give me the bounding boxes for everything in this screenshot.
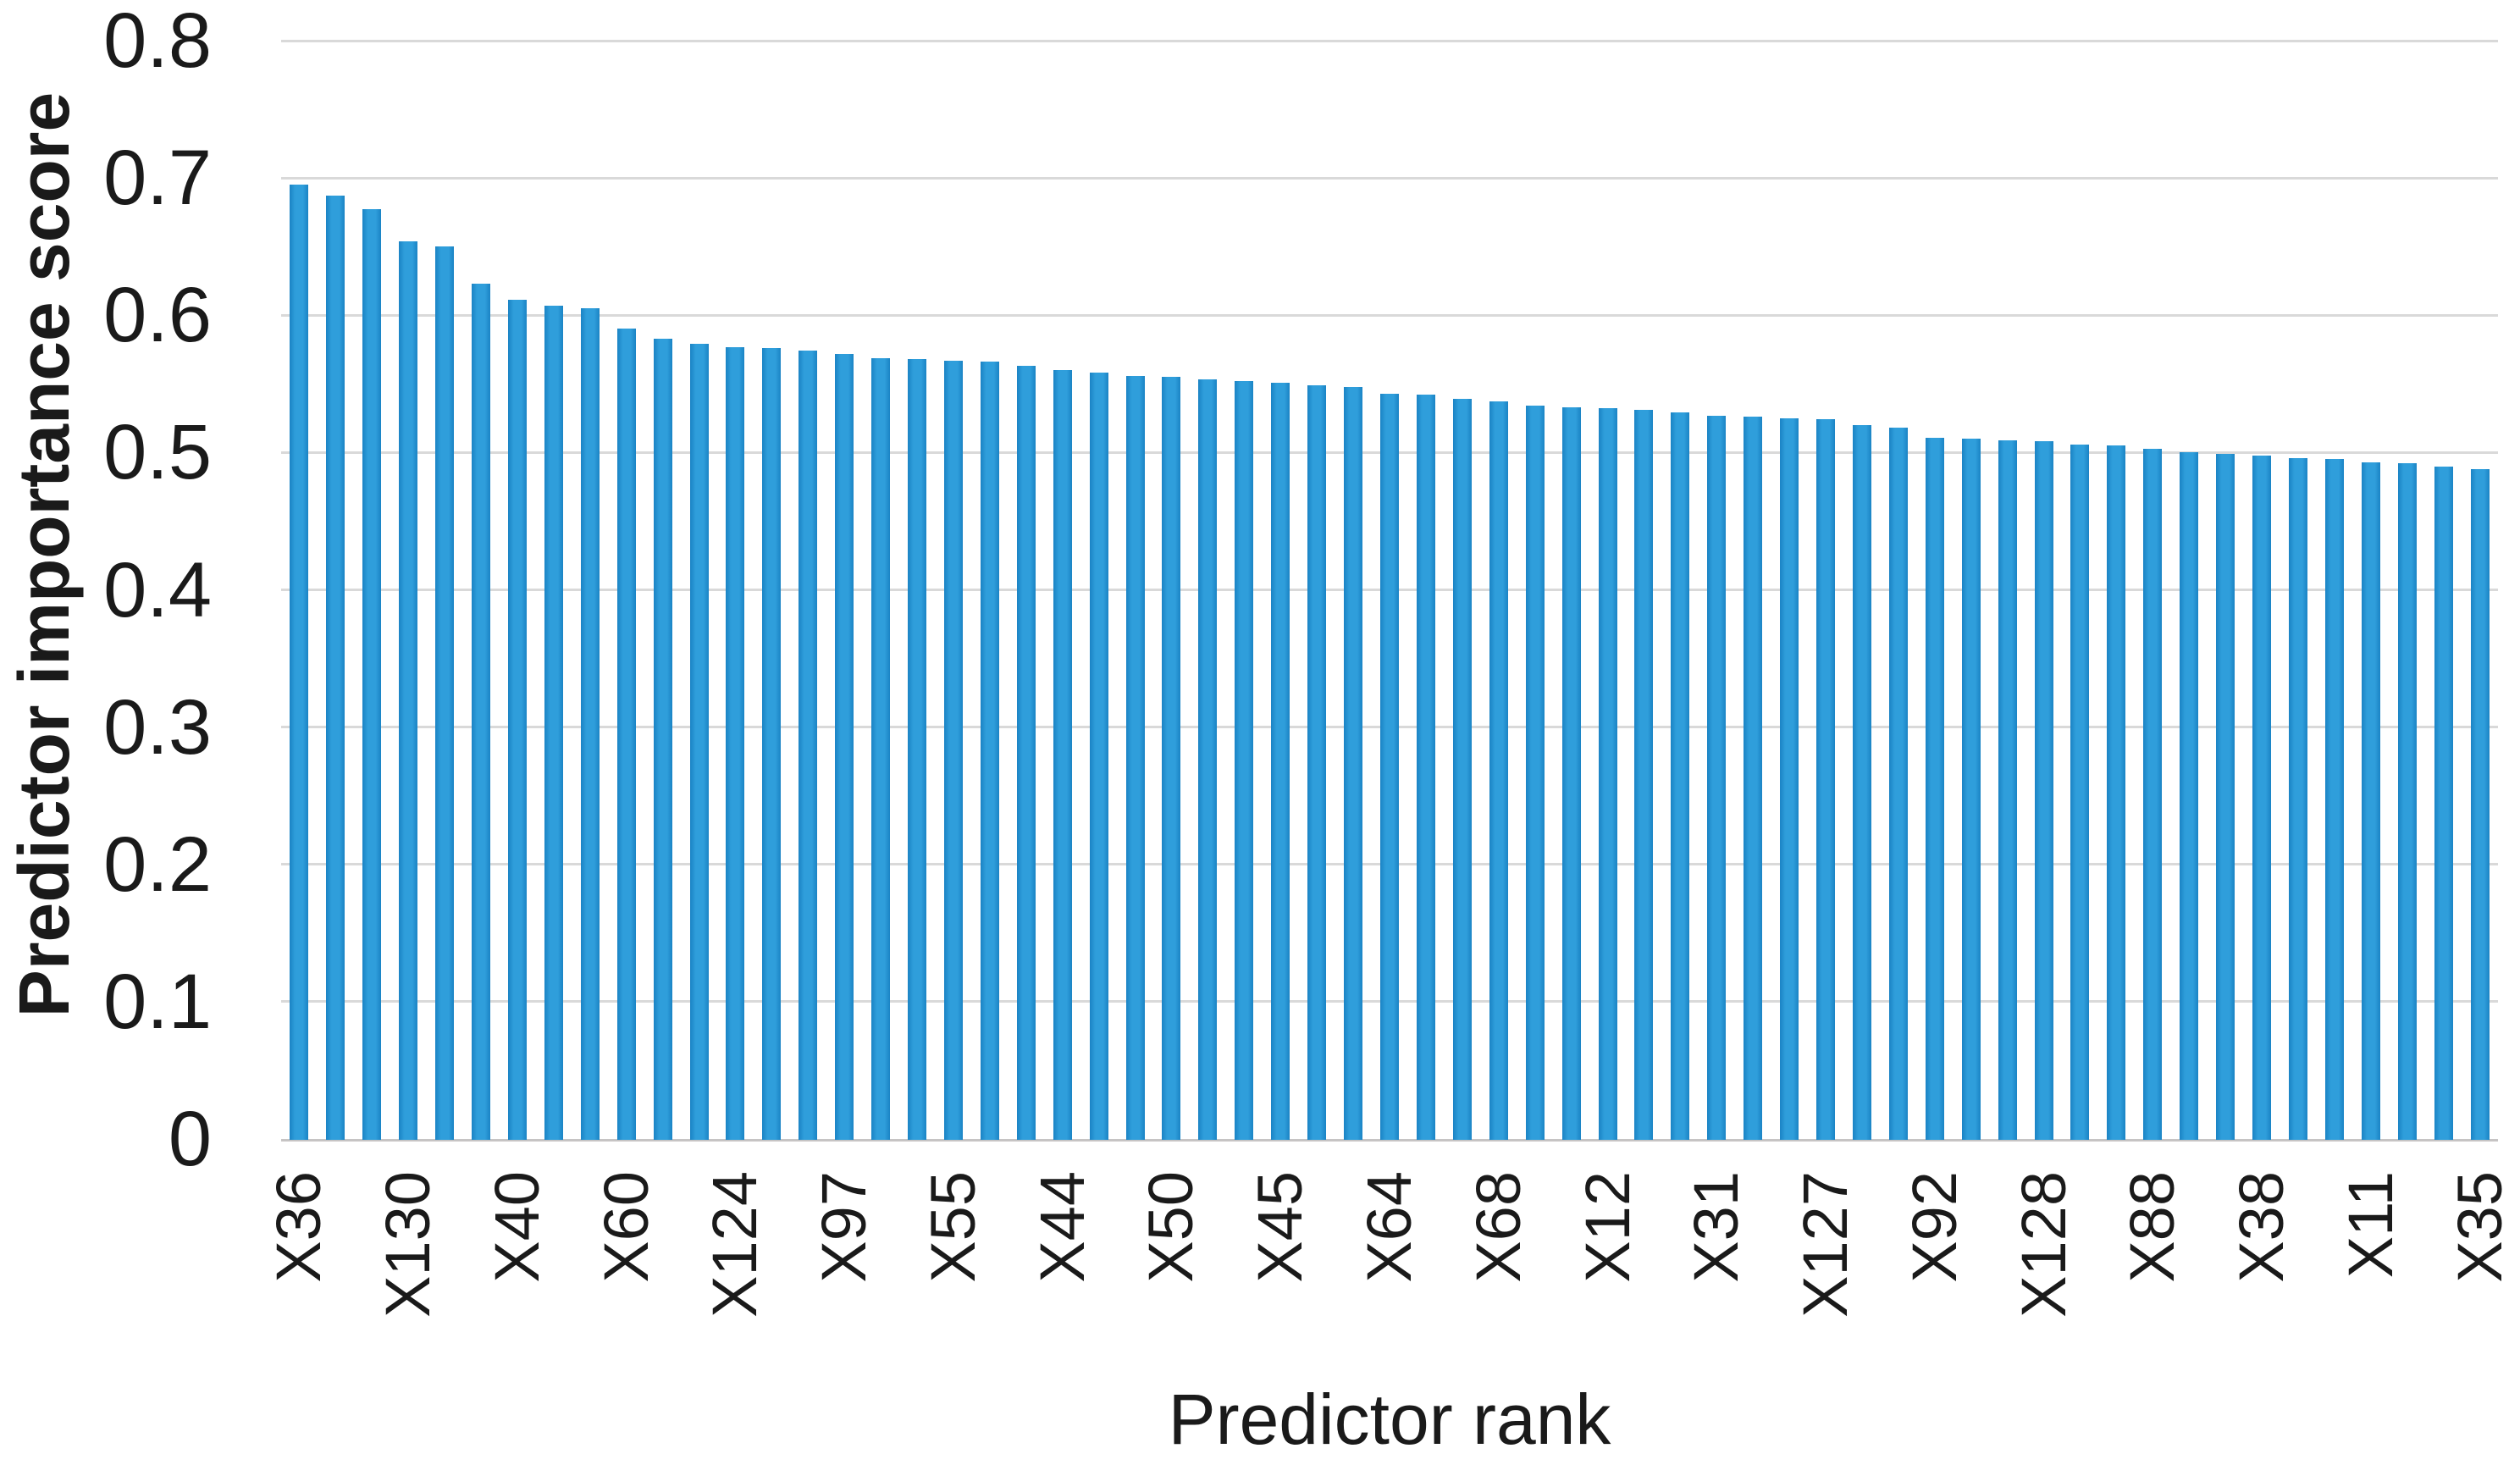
x-tick-label: X127 (1790, 1171, 1860, 1318)
bar (1744, 417, 1762, 1140)
x-tick-label: X40 (482, 1171, 552, 1283)
x-tick-label: X97 (809, 1171, 879, 1283)
y-tick-label: 0.2 (103, 821, 212, 908)
bar (944, 361, 963, 1140)
x-tick-label: X36 (263, 1171, 334, 1283)
bar (908, 359, 926, 1140)
bar (1926, 438, 1944, 1140)
x-tick-label: X88 (2117, 1171, 2187, 1283)
x-tick-label: X128 (2009, 1171, 2079, 1318)
bar (726, 347, 744, 1140)
bar (2289, 458, 2307, 1140)
bar (2362, 462, 2380, 1140)
bar (1198, 379, 1217, 1140)
y-tick-label: 0.4 (103, 547, 212, 633)
x-axis-line (281, 1139, 2498, 1142)
x-tick-label: X50 (1136, 1171, 1206, 1283)
bar (2471, 469, 2490, 1140)
bar (2143, 449, 2162, 1140)
x-tick-label: X68 (1463, 1171, 1534, 1283)
bar (581, 308, 600, 1140)
bar (2035, 441, 2053, 1140)
bar (1126, 376, 1145, 1140)
bar (1780, 418, 1799, 1140)
bar (1417, 395, 1435, 1140)
bar (1599, 408, 1617, 1140)
bar (1235, 381, 1253, 1140)
bar (2107, 445, 2125, 1140)
bar (1998, 440, 2017, 1140)
bar (290, 185, 308, 1140)
bar (2434, 467, 2453, 1140)
bar (1017, 366, 1036, 1140)
bar (981, 362, 999, 1140)
bar (1671, 412, 1689, 1140)
x-tick-label: X44 (1027, 1171, 1097, 1283)
x-tick-label: X60 (591, 1171, 661, 1283)
x-tick-label: X92 (1899, 1171, 1970, 1283)
bar (399, 241, 417, 1140)
grid-line (281, 177, 2498, 180)
x-tick-label: X124 (699, 1171, 770, 1318)
y-tick-label: 0.5 (103, 409, 212, 495)
bar (1271, 383, 1290, 1140)
y-tick-label: 0.6 (103, 272, 212, 358)
y-tick-label: 0.8 (103, 0, 212, 84)
bar (2252, 456, 2271, 1140)
bar (1453, 399, 1472, 1140)
bar (1962, 439, 1981, 1140)
x-tick-label: X35 (2445, 1171, 2515, 1283)
y-tick-label: 0 (168, 1096, 212, 1182)
bar (1816, 419, 1835, 1140)
bar (2180, 452, 2198, 1140)
y-tick-label: 0.7 (103, 135, 212, 221)
x-tick-label: X45 (1245, 1171, 1315, 1283)
bar (472, 284, 490, 1140)
bar (508, 300, 527, 1140)
bar (835, 354, 854, 1140)
bar (2070, 445, 2089, 1140)
bar (362, 209, 381, 1140)
x-tick-label: X130 (373, 1171, 443, 1318)
bar (1707, 416, 1726, 1140)
bar (1162, 377, 1180, 1140)
bar (326, 196, 345, 1140)
x-tick-label: X12 (1572, 1171, 1643, 1283)
bar (1489, 401, 1508, 1140)
bar (1344, 387, 1362, 1140)
bar (2216, 454, 2235, 1140)
bar (435, 246, 454, 1140)
bar (2325, 459, 2344, 1140)
bar (2398, 463, 2417, 1140)
grid-line (281, 314, 2498, 317)
bar (544, 306, 563, 1140)
grid-line (281, 40, 2498, 42)
x-tick-label: X31 (1681, 1171, 1751, 1283)
y-tick-label: 0.1 (103, 959, 212, 1045)
bar (1307, 385, 1326, 1140)
bar (1380, 394, 1399, 1140)
bar (1526, 406, 1545, 1140)
bar (617, 329, 636, 1140)
bar (690, 344, 709, 1140)
bar (1634, 410, 1653, 1140)
bar (1053, 370, 1072, 1140)
x-tick-label: X55 (918, 1171, 988, 1283)
bar (799, 351, 817, 1140)
x-axis-title: Predictor rank (1168, 1379, 1611, 1459)
x-tick-label: X11 (2335, 1171, 2406, 1279)
y-tick-label: 0.3 (103, 684, 212, 771)
x-tick-label: X38 (2226, 1171, 2296, 1283)
bar (654, 339, 672, 1140)
bar (762, 348, 781, 1140)
bar (1090, 373, 1108, 1140)
bar (871, 358, 890, 1140)
bar (1853, 425, 1871, 1140)
x-tick-label: X64 (1354, 1171, 1424, 1283)
bar (1562, 407, 1581, 1140)
bar (1889, 428, 1908, 1140)
